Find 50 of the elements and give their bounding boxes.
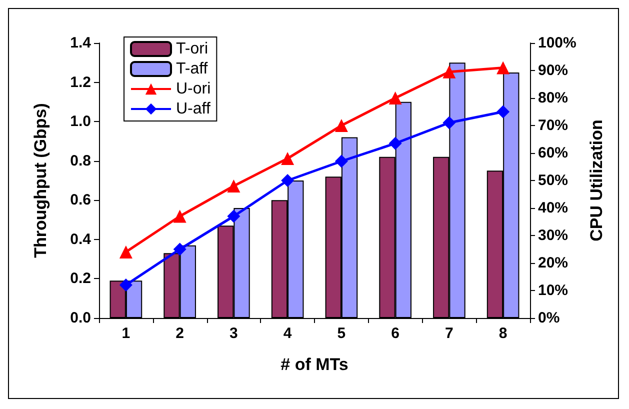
point — [334, 154, 348, 168]
y2-axis-title: CPU Utilization — [587, 120, 606, 242]
y-tick-label: 1.2 — [70, 74, 91, 91]
y2-tick-label: 60% — [538, 144, 568, 162]
legend-label: U-ori — [176, 80, 211, 98]
y2-tick-label: 20% — [538, 254, 568, 272]
x-tick-label: 5 — [337, 325, 346, 342]
point — [119, 246, 132, 258]
point — [442, 116, 456, 130]
legend-label: U-aff — [176, 100, 211, 118]
x-tick-label: 3 — [230, 325, 238, 342]
y-tick-label: 1.0 — [70, 113, 91, 130]
point — [281, 174, 294, 187]
y-tick-label: 0.2 — [70, 270, 91, 288]
y2-tick-label: 10% — [538, 282, 568, 299]
x-tick-label: 4 — [283, 325, 292, 342]
y-axis-title: Throughput (Gbps) — [31, 103, 50, 258]
x-tick-label: 1 — [122, 325, 130, 342]
point — [388, 136, 402, 150]
x-tick-label: 2 — [176, 325, 184, 342]
point — [173, 210, 186, 223]
legend-label: T-aff — [176, 60, 208, 78]
y-tick-label: 0.4 — [70, 230, 92, 248]
point — [388, 92, 402, 104]
y-tick-label: 0.0 — [70, 310, 91, 326]
legend-label: T-ori — [176, 40, 208, 58]
x-tick-label: 6 — [391, 325, 400, 342]
point — [442, 65, 456, 78]
x-tick-label: 7 — [445, 325, 454, 342]
point — [496, 61, 510, 74]
point — [119, 278, 132, 292]
y2-tick-label: 30% — [538, 227, 568, 244]
point — [227, 180, 240, 192]
y2-tick-label: 90% — [538, 62, 568, 79]
y-tick-label: 0.6 — [70, 192, 91, 209]
point — [173, 242, 186, 256]
point — [334, 119, 348, 132]
y2-tick-label: 70% — [538, 117, 568, 134]
y-tick-label: 1.4 — [70, 34, 92, 52]
y-tick-label: 0.8 — [70, 152, 91, 170]
point — [281, 152, 294, 165]
x-tick-label: 8 — [498, 325, 508, 342]
y2-tick-label: 100% — [538, 34, 576, 52]
point — [227, 210, 240, 223]
point — [496, 105, 510, 118]
y2-tick-label: 50% — [538, 172, 568, 189]
y2-tick-label: 0% — [538, 310, 560, 326]
y2-tick-label: 40% — [538, 200, 568, 216]
y2-tick-label: 80% — [538, 90, 568, 106]
x-axis-title: # of MTs — [280, 355, 348, 374]
